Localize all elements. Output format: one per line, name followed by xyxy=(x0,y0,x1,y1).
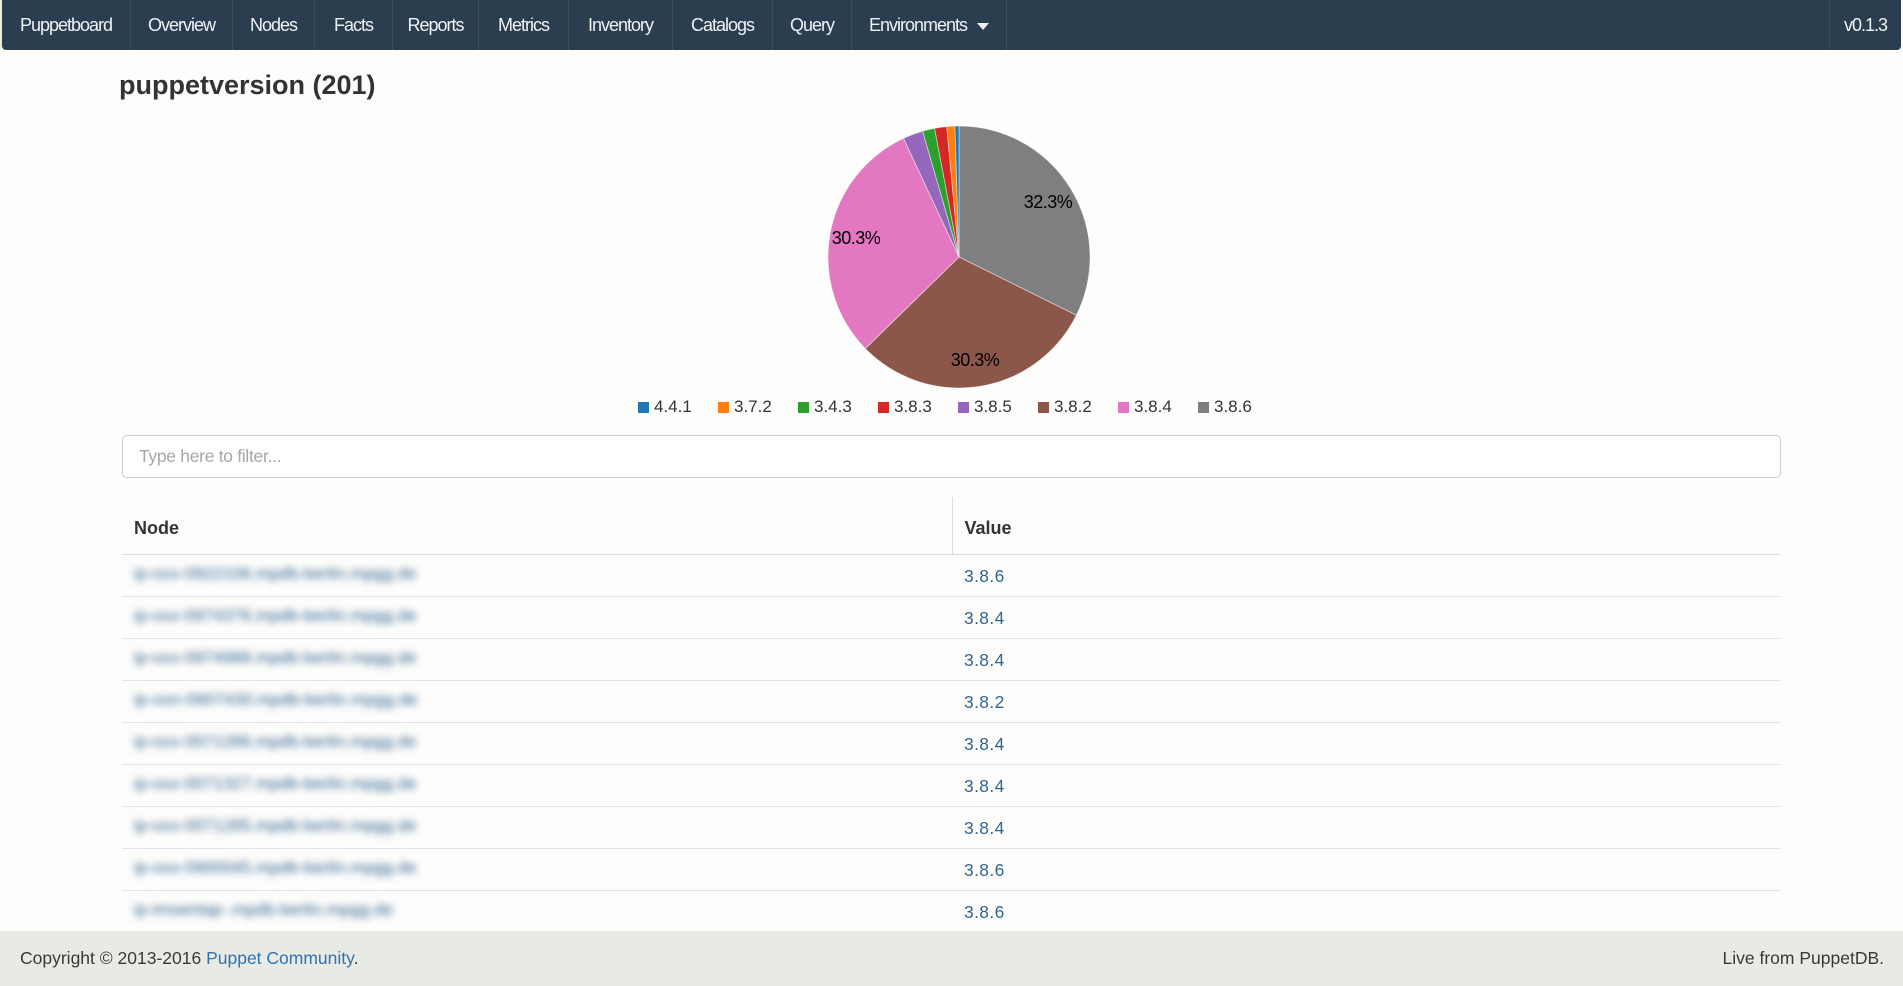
svg-text:30.3%: 30.3% xyxy=(832,228,881,248)
svg-text:30.3%: 30.3% xyxy=(951,350,1000,370)
svg-text:32.3%: 32.3% xyxy=(1024,192,1073,212)
